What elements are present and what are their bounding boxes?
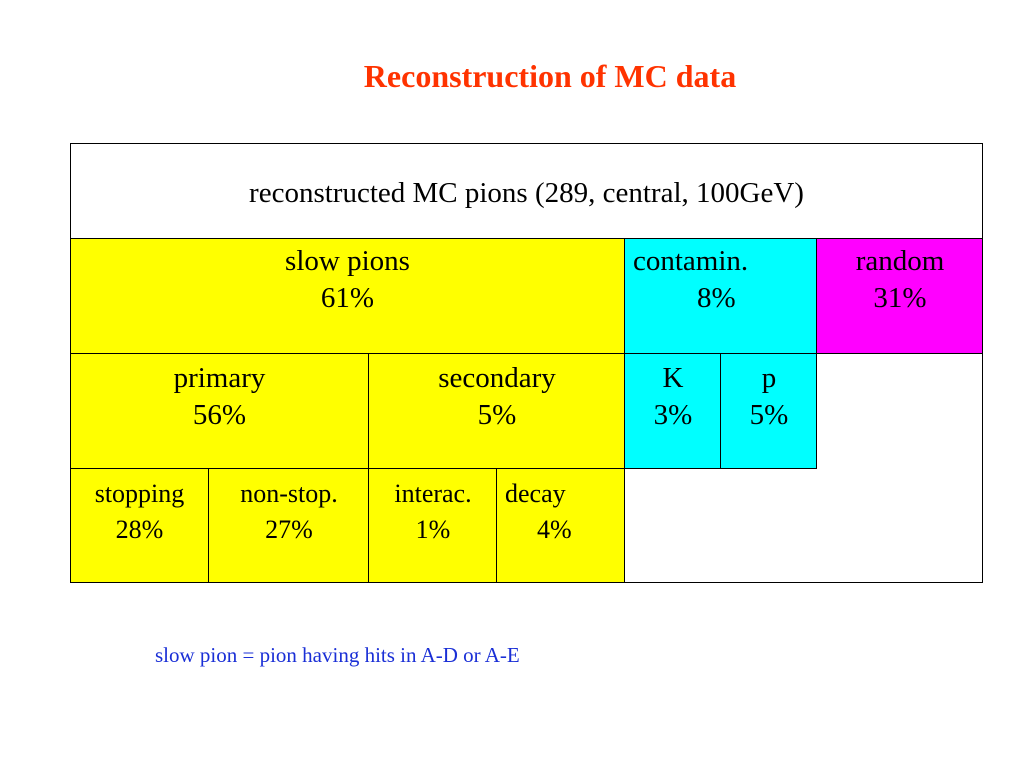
- decay-label: decay: [505, 479, 566, 508]
- interac-value: 1%: [415, 515, 451, 544]
- non-stop-cell: non-stop. 27%: [209, 469, 369, 583]
- contamin-value: 8%: [697, 282, 736, 314]
- secondary-value: 5%: [477, 399, 517, 431]
- k-value: 3%: [653, 399, 693, 431]
- slow-pions-label: slow pions: [285, 245, 410, 277]
- primary-label: primary: [173, 362, 266, 394]
- non-stop-label: non-stop.: [240, 479, 338, 508]
- decay-cell: decay 4%: [497, 469, 625, 583]
- footnote: slow pion = pion having hits in A-D or A…: [155, 643, 520, 667]
- divider-row1: [70, 238, 983, 239]
- p-label: p: [761, 362, 777, 394]
- contamin-label: contamin.: [633, 245, 749, 277]
- interac-label: interac.: [394, 479, 472, 508]
- k-cell: K 3%: [625, 354, 721, 469]
- border-bottom: [70, 582, 983, 583]
- stopping-cell: stopping 28%: [70, 469, 209, 583]
- secondary-cell: secondary 5%: [369, 354, 625, 469]
- p-value: 5%: [749, 399, 789, 431]
- slow-pions-value: 61%: [320, 282, 375, 314]
- divider-stopping-nonstop: [208, 469, 209, 583]
- divider-k-p: [720, 354, 721, 469]
- border-right: [982, 143, 983, 583]
- divider-primary-secondary: [368, 354, 369, 583]
- table-header-text: reconstructed MC pions (289, central, 10…: [249, 177, 804, 209]
- secondary-label: secondary: [438, 362, 556, 394]
- stopping-label: stopping: [94, 479, 185, 508]
- primary-cell: primary 56%: [70, 354, 369, 469]
- random-cell: random 31%: [817, 239, 983, 354]
- slow-pions-cell: slow pions 61%: [70, 239, 625, 354]
- random-value: 31%: [873, 282, 927, 314]
- page-title: Reconstruction of MC data: [363, 58, 737, 94]
- decay-value: 4%: [537, 515, 572, 544]
- divider-row2: [70, 353, 817, 354]
- divider-row3: [70, 468, 817, 469]
- non-stop-value: 27%: [265, 515, 313, 544]
- border-left: [70, 143, 71, 583]
- interac-cell: interac. 1%: [369, 469, 497, 583]
- primary-value: 56%: [192, 399, 247, 431]
- table-header-cell: reconstructed MC pions (289, central, 10…: [70, 143, 983, 239]
- divider-slow-contamin: [624, 239, 625, 582]
- divider-row2-random: [817, 353, 983, 354]
- k-label: K: [662, 362, 684, 394]
- border-top: [70, 143, 983, 144]
- contamin-cell: contamin. 8%: [625, 239, 817, 354]
- stopping-value: 28%: [115, 515, 164, 544]
- pion-breakdown-table: reconstructed MC pions (289, central, 10…: [70, 143, 983, 583]
- p-cell: p 5%: [721, 354, 817, 469]
- random-label: random: [855, 245, 945, 277]
- divider-contamin-random: [816, 239, 817, 469]
- divider-interac-decay: [496, 469, 497, 583]
